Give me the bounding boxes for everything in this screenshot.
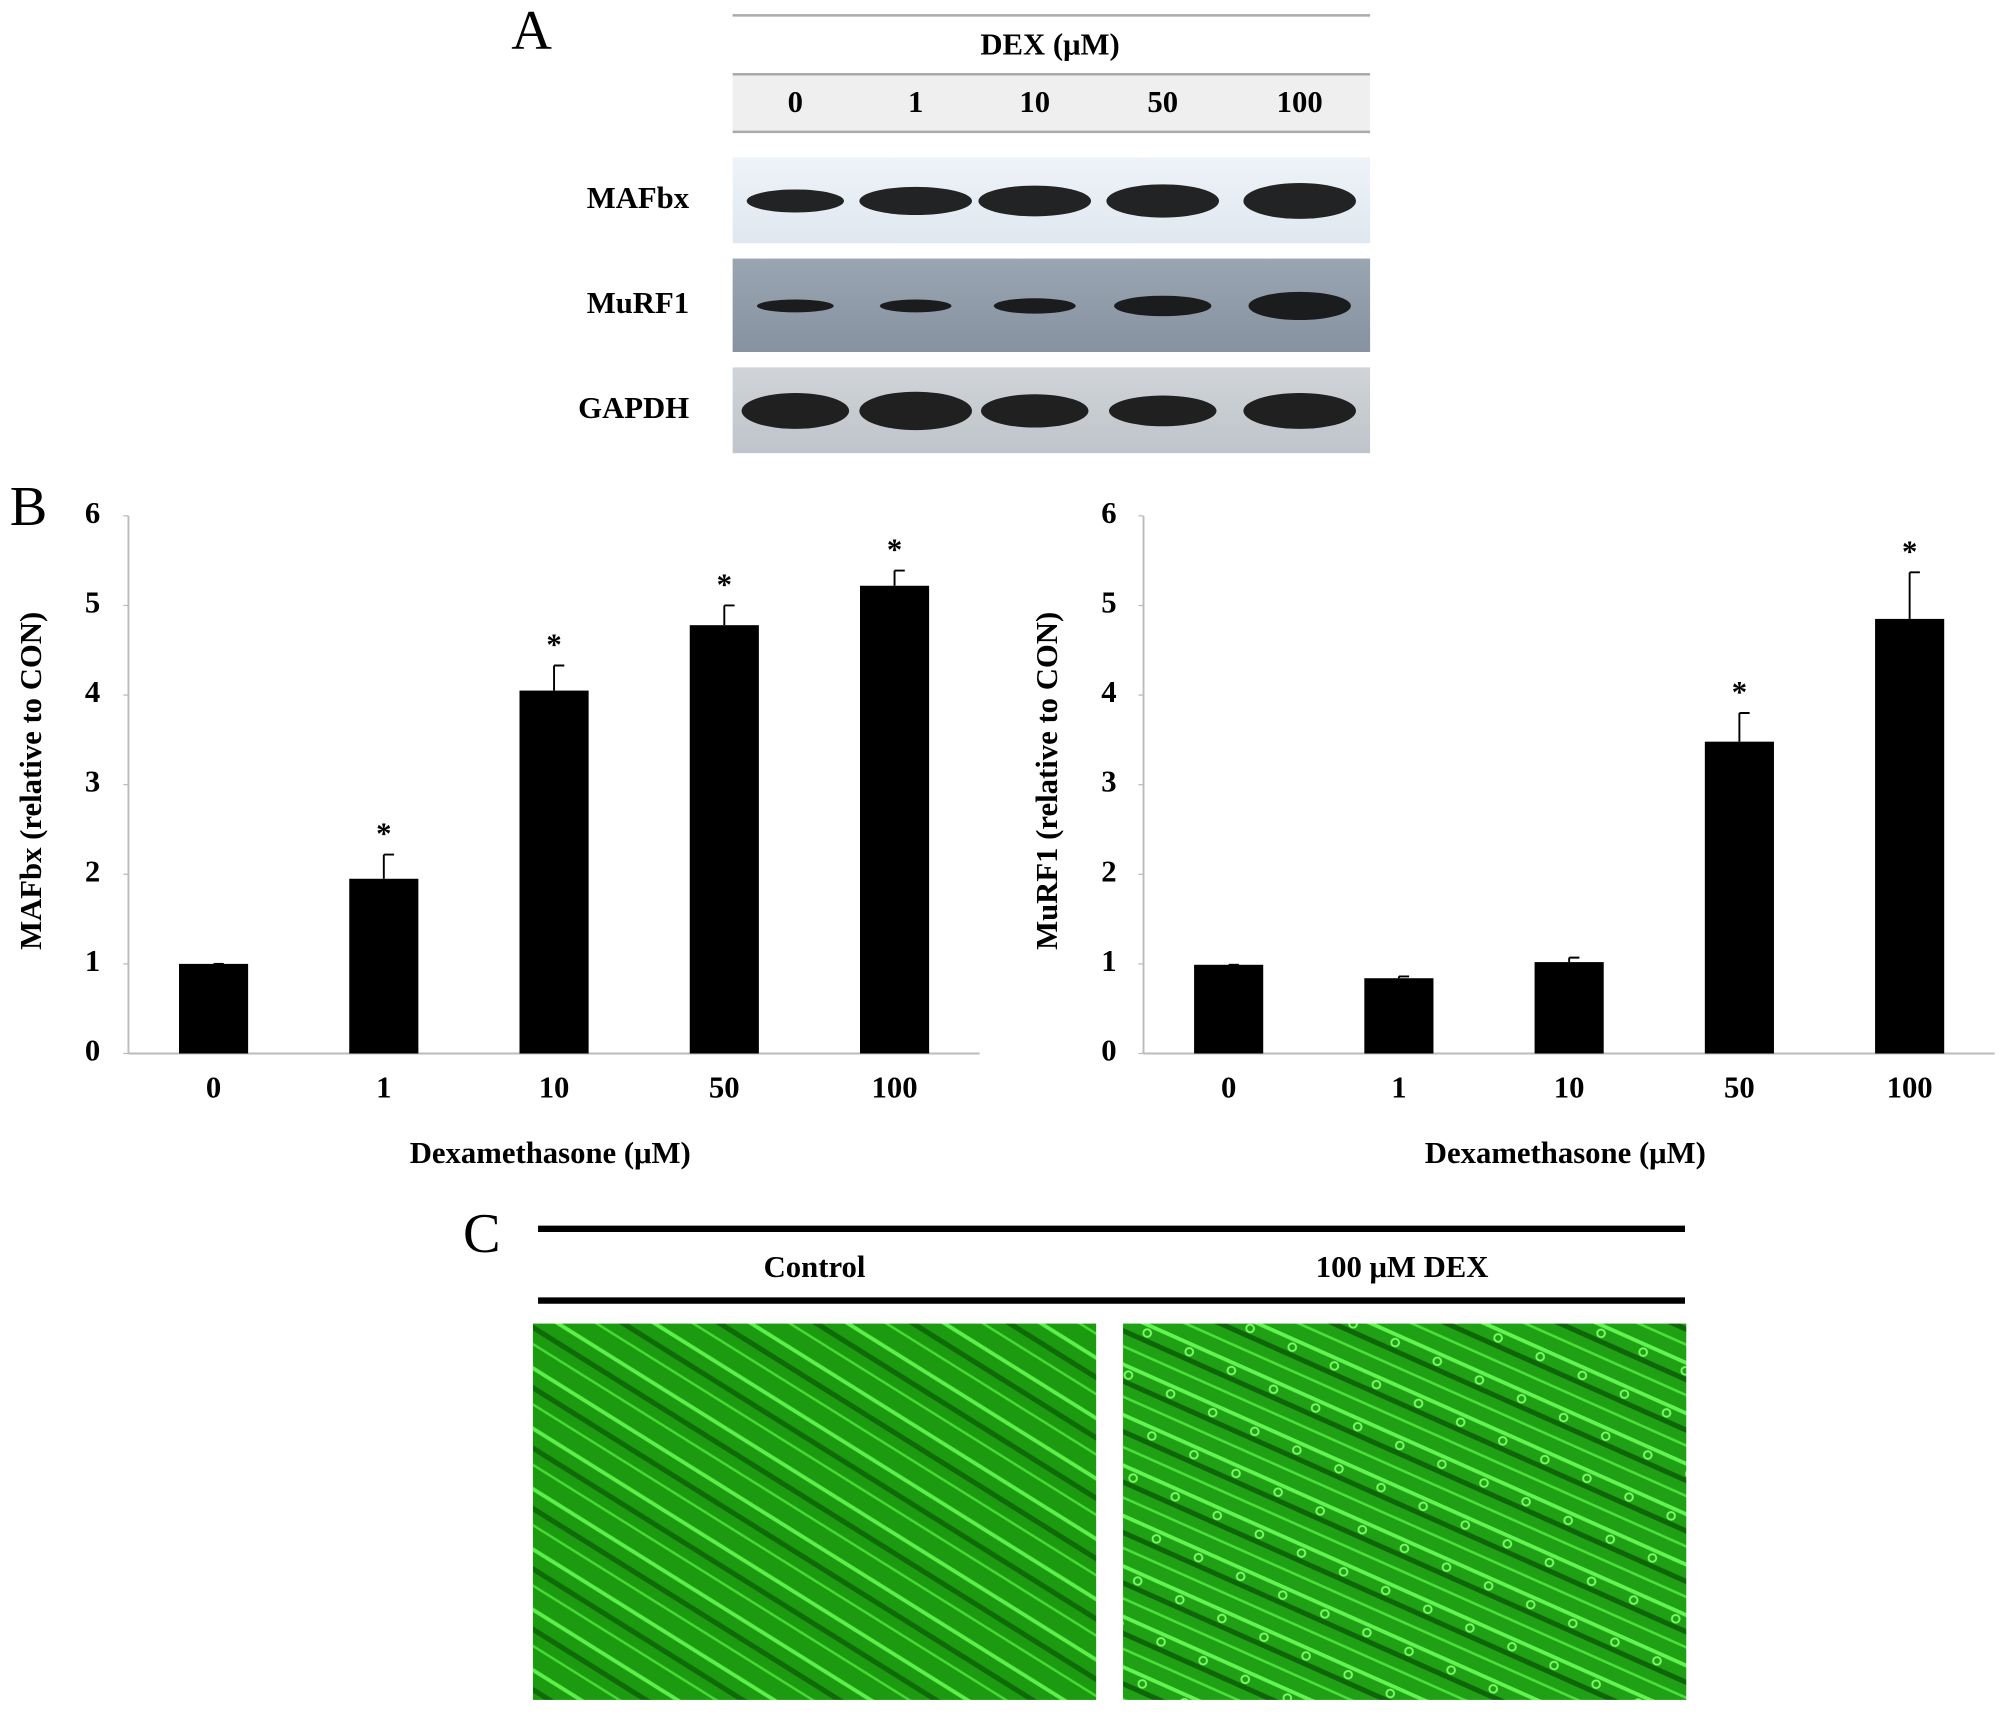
blot-band <box>980 394 1089 428</box>
error-bar <box>1397 975 1410 979</box>
blot-band <box>978 185 1092 217</box>
x-tick-label: 1 <box>1391 1071 1406 1105</box>
bar <box>1534 962 1604 1054</box>
blot-band <box>859 186 972 216</box>
blot-band <box>746 189 844 213</box>
x-tick-label: 10 <box>1554 1071 1585 1105</box>
y-tick-label: 3 <box>85 765 100 799</box>
blot-label: MAFbx <box>587 181 690 215</box>
lane-label: 50 <box>1147 85 1178 119</box>
y-tick-label: 0 <box>85 1034 100 1068</box>
error-bar <box>893 569 905 586</box>
panel-label: B <box>10 476 48 538</box>
x-tick-label: 50 <box>1724 1071 1755 1105</box>
blot-band <box>993 298 1076 314</box>
lane-band <box>732 74 1371 132</box>
image-label: Control <box>764 1250 866 1284</box>
significance: * <box>887 533 902 567</box>
panel-label: A <box>511 0 552 62</box>
blot-band <box>1243 183 1357 219</box>
panel-label: C <box>463 1203 501 1265</box>
bar <box>689 625 759 1054</box>
y-tick-label: 0 <box>1101 1034 1116 1068</box>
error-bar <box>1568 956 1580 963</box>
y-axis-label: MuRF1 (relative to CON) <box>1030 612 1064 950</box>
y-tick-label: 1 <box>85 944 100 978</box>
blot-band <box>1243 392 1357 429</box>
bar <box>1364 978 1434 1054</box>
error-bar <box>723 604 735 626</box>
y-tick-label: 5 <box>85 586 100 620</box>
blot-band <box>1106 184 1220 218</box>
blot-header: DEX (μM) <box>980 27 1119 61</box>
y-tick-label: 2 <box>85 854 100 888</box>
y-tick-label: 6 <box>1101 496 1116 530</box>
blot-band <box>879 299 952 313</box>
y-axis-label: MAFbx (relative to CON) <box>14 612 48 950</box>
bar <box>1704 741 1774 1054</box>
significance: * <box>1902 534 1917 568</box>
bar <box>1194 964 1264 1054</box>
x-tick-label: 100 <box>872 1071 918 1105</box>
significance: * <box>546 628 561 662</box>
micrograph <box>532 1323 1097 1700</box>
bar <box>519 690 589 1054</box>
blot-band <box>756 299 834 313</box>
lane-label: 0 <box>788 85 803 119</box>
lane-label: 100 <box>1277 85 1323 119</box>
x-axis-label: Dexamethasone (μM) <box>1425 1136 1706 1170</box>
y-tick-label: 3 <box>1101 765 1116 799</box>
error-bar <box>1738 712 1750 742</box>
error-bar <box>553 664 565 691</box>
significance: * <box>717 568 732 602</box>
blot-band <box>741 392 850 429</box>
blot-band <box>859 391 972 431</box>
bar <box>179 963 249 1054</box>
error-bar <box>382 853 395 879</box>
x-tick-label: 1 <box>376 1071 391 1105</box>
bar <box>859 585 930 1054</box>
x-tick-label: 0 <box>206 1071 221 1105</box>
y-tick-label: 5 <box>1101 586 1116 620</box>
blot-band <box>1114 295 1212 317</box>
bar <box>1875 618 1945 1054</box>
blot-band <box>1248 291 1351 321</box>
x-axis-label: Dexamethasone (μM) <box>410 1136 691 1170</box>
blot-label: MuRF1 <box>587 286 689 320</box>
x-tick-label: 50 <box>709 1071 740 1105</box>
y-tick-label: 4 <box>1101 675 1116 709</box>
x-tick-label: 10 <box>539 1071 570 1105</box>
blot-label: GAPDH <box>578 391 689 425</box>
lane-label: 1 <box>908 85 923 119</box>
y-tick-label: 6 <box>85 496 100 530</box>
blot-band <box>1108 395 1217 427</box>
image-label: 100 μM DEX <box>1316 1250 1489 1284</box>
y-tick-label: 2 <box>1101 854 1116 888</box>
significance: * <box>376 817 391 851</box>
lane-label: 10 <box>1019 85 1050 119</box>
x-tick-label: 0 <box>1221 1071 1236 1105</box>
x-tick-label: 100 <box>1887 1071 1933 1105</box>
y-tick-label: 1 <box>1101 944 1116 978</box>
significance: * <box>1732 675 1747 709</box>
micrograph <box>1123 1323 1687 1700</box>
error-bar <box>1908 571 1920 619</box>
bar <box>349 878 419 1054</box>
y-tick-label: 4 <box>85 675 100 709</box>
